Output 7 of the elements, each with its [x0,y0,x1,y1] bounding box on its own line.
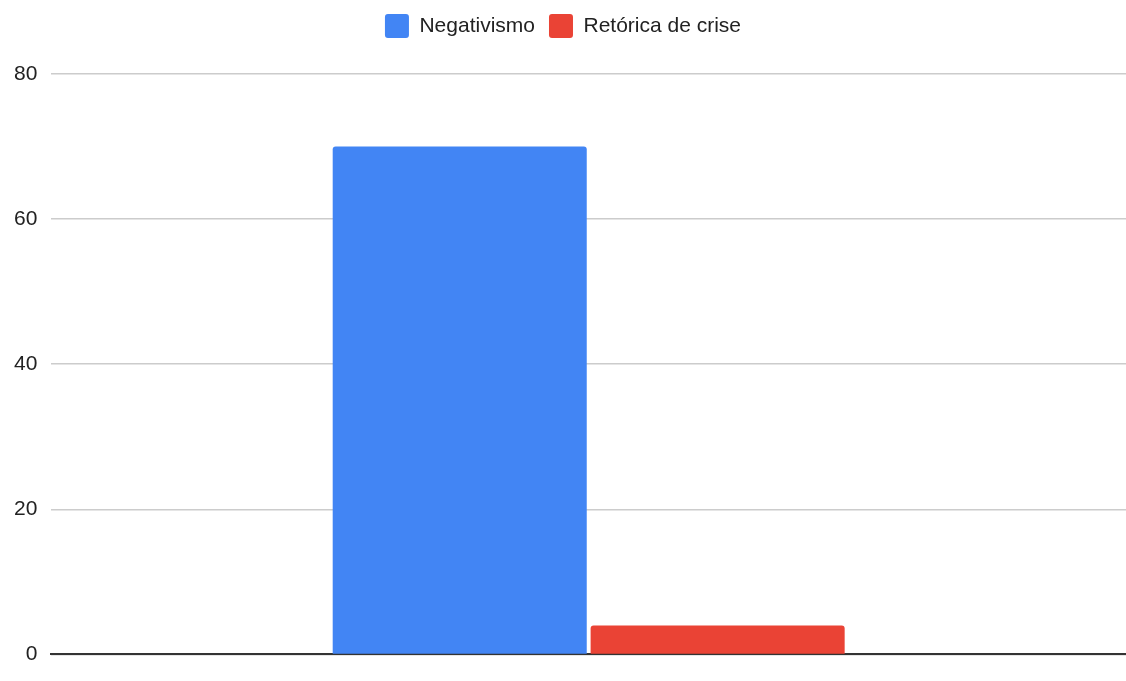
y-tick-label: 40 [14,351,38,374]
y-tick-label: 60 [14,205,38,229]
y-tick-label: 20 [14,496,38,520]
legend-label: Negativismo [419,12,535,36]
legend-label: Retórica de crise [583,12,742,36]
y-tick-label: 0 [25,641,38,665]
y-tick-label: 80 [14,60,38,84]
